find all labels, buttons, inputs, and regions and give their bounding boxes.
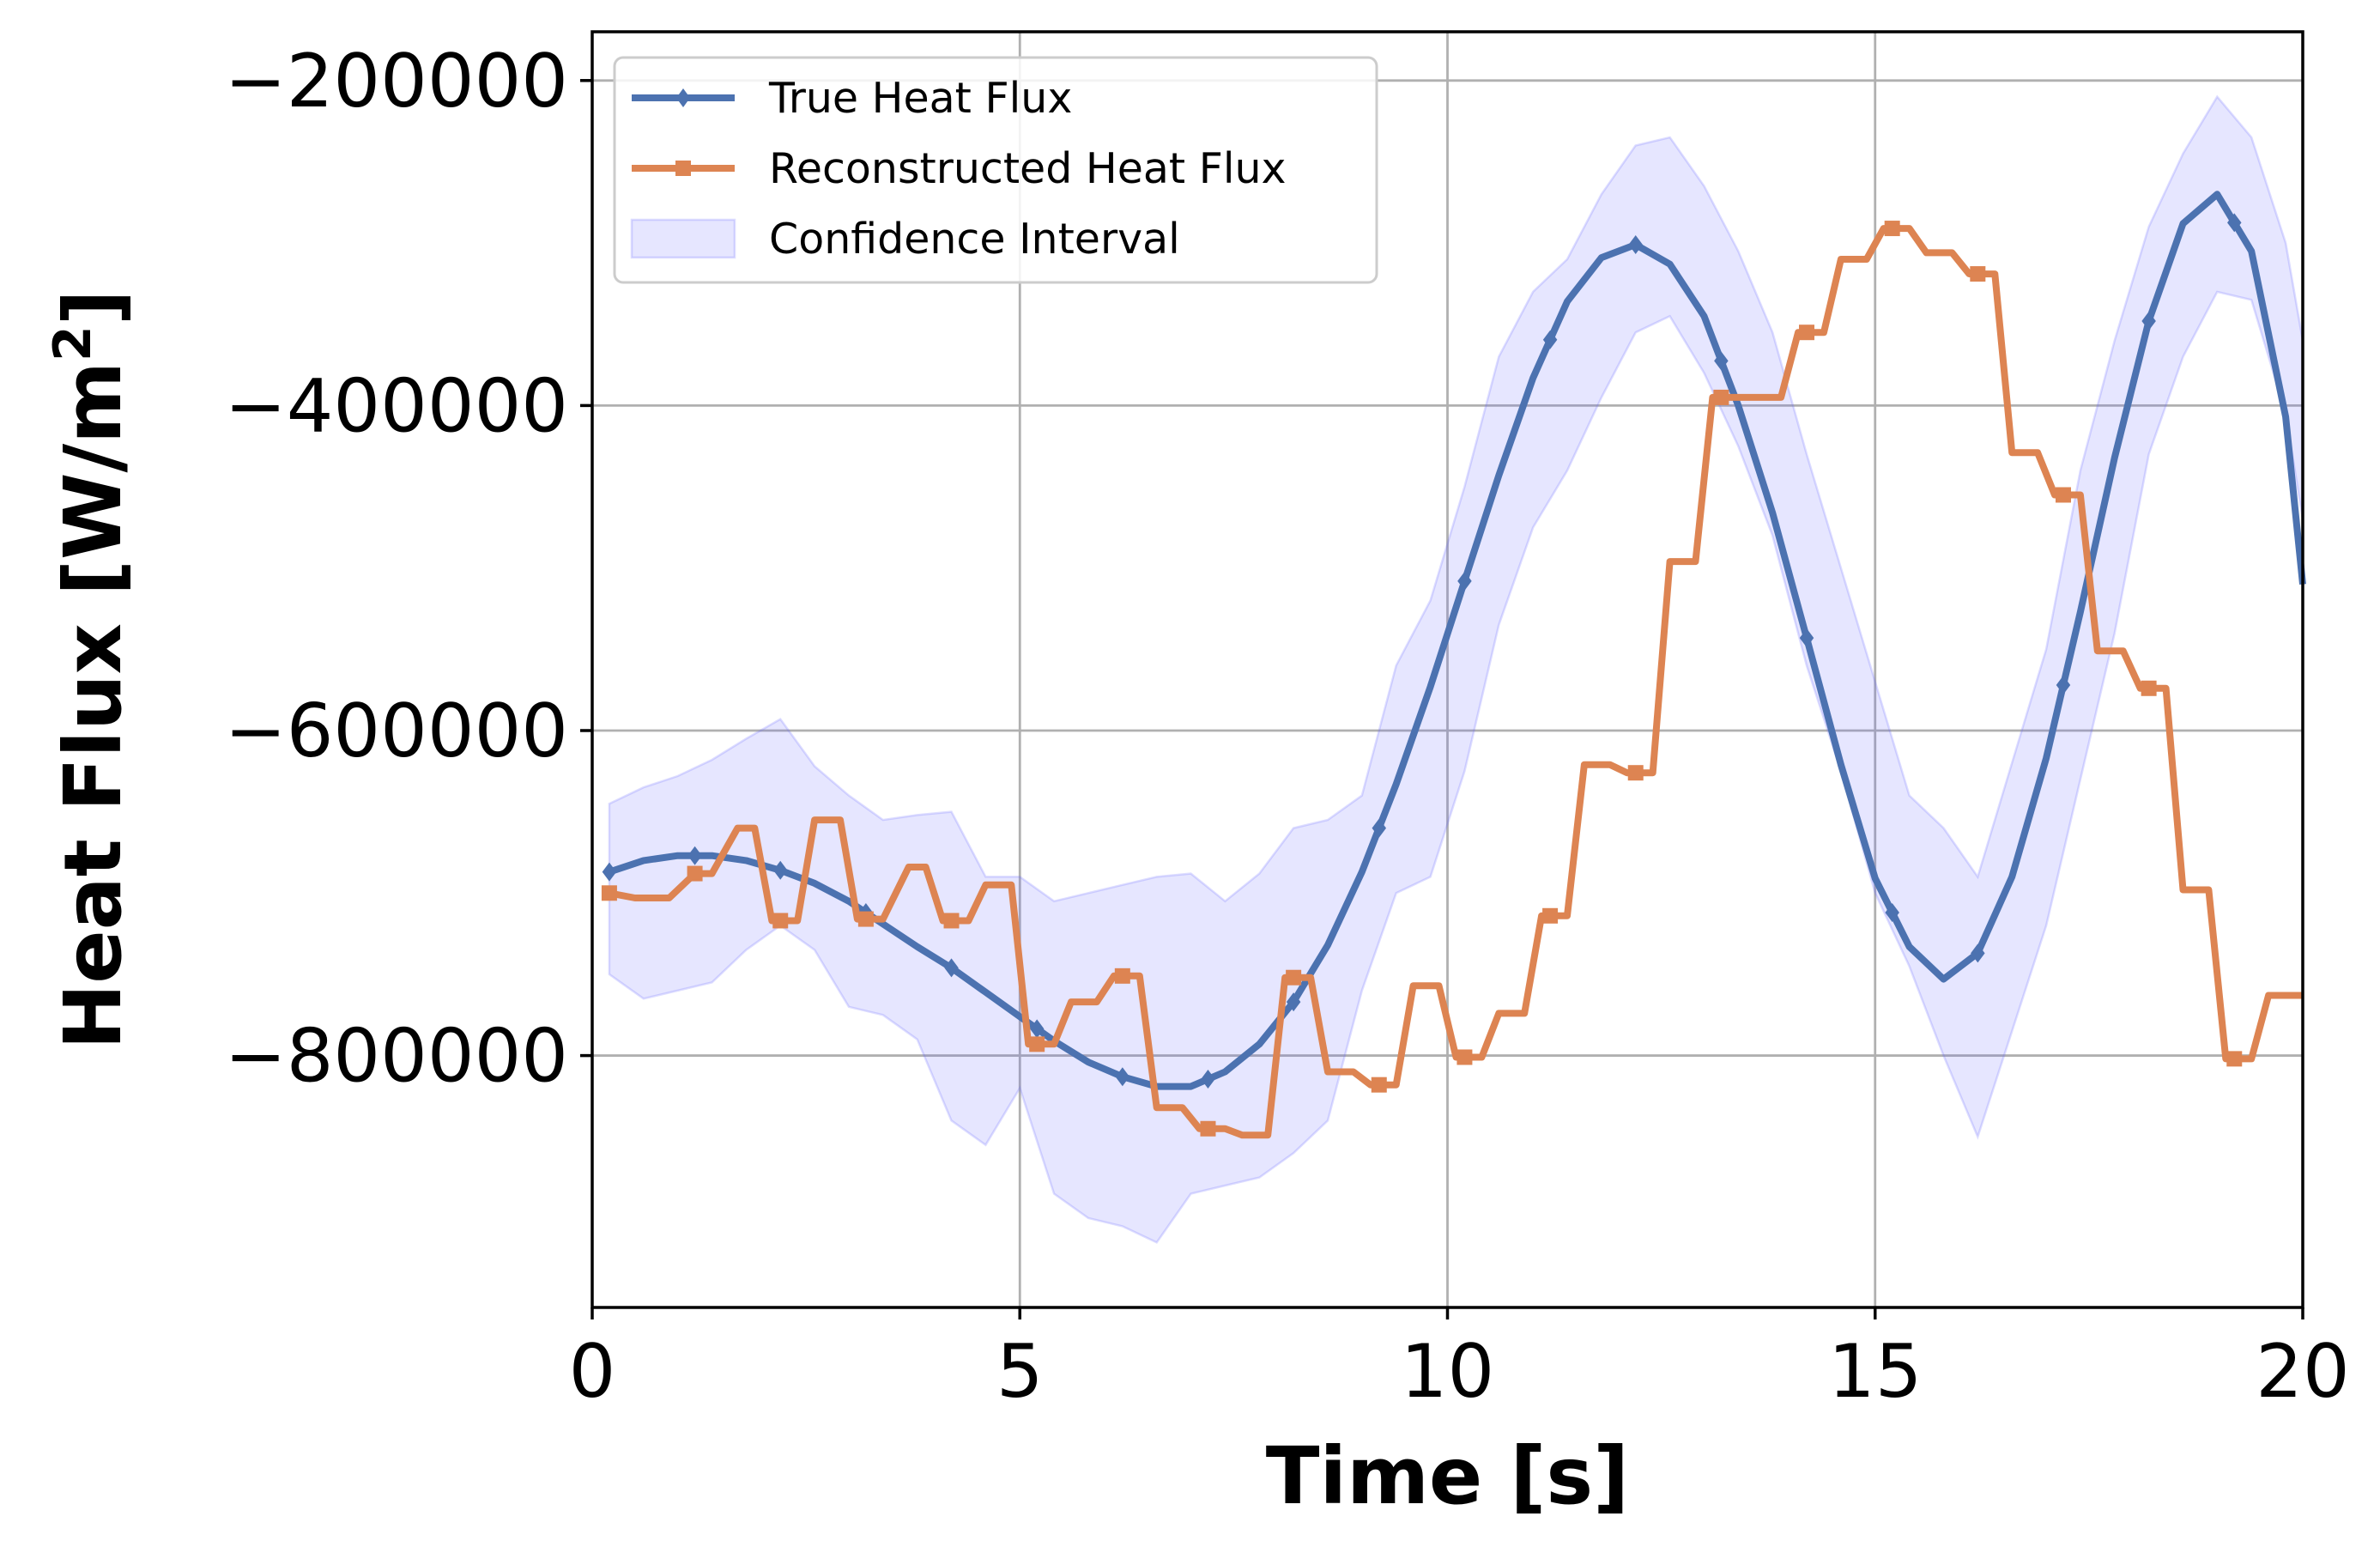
x-axis-ticks: 0 5 10 15 20 [569,1307,2350,1415]
series-1-marker-17 [2055,487,2071,503]
legend: True Heat Flux Reconstructed Heat Flux Con… [613,56,1378,284]
series-1-marker-11 [1542,907,1559,924]
x-tick-label-3: 15 [1828,1329,1922,1415]
y-axis-ticks: −200000 −400000 −600000 −800000 [225,39,592,1100]
series-1-marker-4 [943,913,960,929]
series-layer [601,191,2306,1139]
legend-label-1: Reconstructed Heat Flux [769,144,1287,193]
series-0-marker-10 [1457,571,1472,591]
y-tick-label-1: −400000 [225,363,568,449]
series-0-marker-8 [1286,992,1301,1012]
y-tick-label-2: −600000 [225,688,568,774]
series-1-marker-8 [1286,969,1302,986]
x-tick-label-1: 5 [996,1329,1044,1415]
series-1-marker-3 [857,911,874,927]
series-0-marker-16 [1971,943,1985,963]
series-1-marker-14 [1799,325,1815,341]
legend-box [613,56,1378,284]
y-tick-label-3: −800000 [225,1014,568,1100]
y-axis-title-superscript: 2 [43,325,103,361]
series-1-marker-7 [1200,1120,1216,1137]
series-0-marker-13 [1714,351,1729,371]
series-0-marker-1 [687,846,702,865]
series-1-marker-5 [1029,1036,1045,1052]
legend-swatch-band [630,218,736,259]
series-1-marker-18 [2141,680,2157,696]
series-0-marker-17 [2056,675,2071,695]
series-1-marker-10 [1456,1049,1473,1065]
series-0-marker-7 [1201,1070,1215,1089]
x-tick-label-4: 20 [2256,1329,2349,1415]
y-tick-label-0: −200000 [225,39,568,124]
series-1-marker-2 [772,913,789,929]
y-axis-title: Heat Flux [W/m2] [43,289,139,1050]
series-0-marker-0 [602,862,617,882]
series-0-marker-9 [1372,818,1387,838]
series-1-marker-0 [601,885,617,901]
x-axis-title: Time [s] [1266,1430,1629,1522]
series-0-marker-11 [1542,330,1558,349]
series-1-marker-13 [1713,389,1729,405]
series-0-marker-5 [1029,1019,1045,1039]
legend-marker-1 [675,161,691,176]
legend-label-0: True Heat Flux [768,74,1072,123]
series-0-marker-4 [944,958,959,978]
series-1-marker-12 [1627,765,1644,781]
x-tick-label-2: 10 [1401,1329,1494,1415]
legend-label-2: Confidence Interval [769,215,1180,264]
series-1-marker-16 [1970,266,1986,282]
y-axis-title-main: Heat Flux [W/m [47,361,139,1050]
series-1-marker-6 [1114,968,1130,984]
series-0-marker-6 [1115,1067,1130,1087]
series-1-marker-15 [1884,221,1900,237]
series-0-marker-15 [1885,903,1899,923]
x-tick-label-0: 0 [569,1329,616,1415]
series-1-marker-9 [1371,1077,1387,1093]
series-1-marker-19 [2226,1051,2243,1067]
y-axis-title-end: ] [47,289,139,325]
series-0-marker-18 [2141,311,2156,331]
series-0-marker-19 [2227,213,2242,233]
series-0-marker-14 [1799,628,1814,648]
series-0-marker-2 [772,860,788,880]
series-0-marker-12 [1628,234,1643,254]
series-1-marker-1 [687,865,703,882]
legend-marker-0 [676,88,690,107]
